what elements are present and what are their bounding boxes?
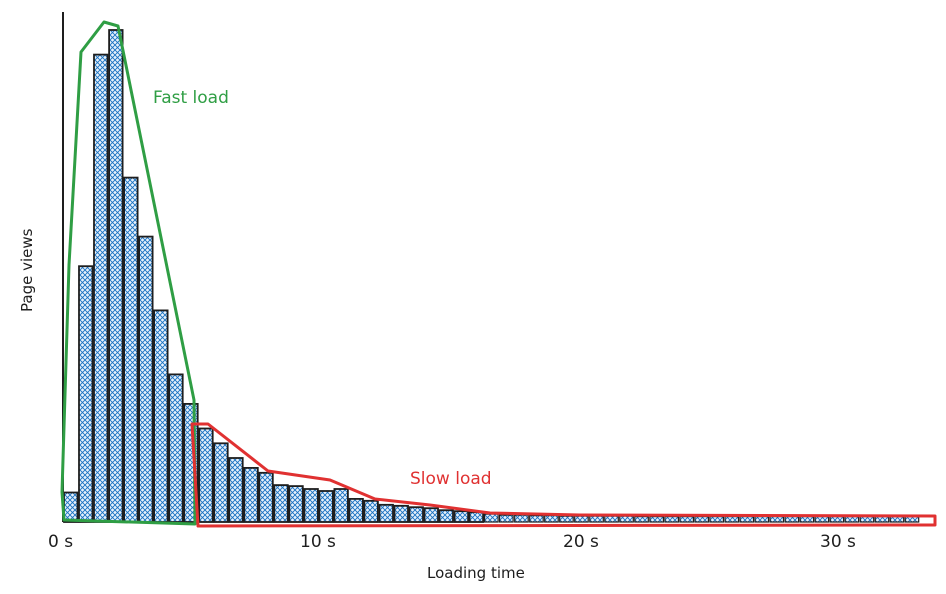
histogram-bar: [378, 503, 394, 523]
histogram-bar: [363, 499, 379, 523]
histogram-bar: [859, 515, 875, 523]
histogram-bar: [78, 265, 94, 523]
slow-load-outline: [190, 422, 937, 528]
histogram-bar: [168, 373, 184, 523]
histogram-bar: [63, 491, 79, 523]
slow-load-label: Slow load: [410, 469, 492, 489]
histogram-bar: [333, 488, 349, 523]
histogram-bar: [288, 485, 304, 523]
histogram-bar: [574, 515, 589, 523]
histogram-bar: [619, 515, 634, 523]
histogram-bar: [694, 515, 710, 523]
x-tick-20: 20 s: [563, 532, 599, 552]
histogram-bar: [499, 514, 514, 523]
histogram-bar: [273, 484, 289, 523]
x-tick-0: 0 s: [48, 532, 73, 552]
histogram-bar: [514, 514, 529, 523]
histogram-bar: [724, 515, 740, 523]
histogram-bar: [318, 490, 334, 523]
histogram-bar: [138, 235, 154, 523]
x-tick-30: 30 s: [820, 532, 856, 552]
x-axis-title: Loading time: [427, 564, 525, 582]
histogram-bar: [649, 515, 665, 523]
histogram-bar: [243, 466, 259, 523]
histogram-bar: [874, 515, 890, 523]
histogram-bar: [559, 515, 574, 523]
histogram-bar: [108, 29, 124, 523]
histogram-bar: [589, 515, 604, 523]
histogram-bar: [844, 515, 860, 523]
histogram-bar: [303, 488, 319, 523]
histogram-bar: [709, 515, 725, 523]
histogram-bar: [739, 515, 755, 523]
histogram-bar: [228, 457, 244, 523]
histogram-bar: [484, 513, 499, 523]
fast-load-outline: [60, 20, 197, 526]
y-axis-title: Page views: [18, 228, 36, 312]
histogram-bar: [153, 309, 169, 523]
histogram-bar: [544, 514, 559, 523]
histogram-bar: [258, 471, 274, 523]
histogram-bar: [679, 515, 695, 523]
histogram-bar: [453, 510, 470, 523]
histogram-bar: [814, 515, 830, 523]
histogram-bar: [799, 515, 815, 523]
histogram-bar: [123, 176, 139, 523]
histogram-bar: [213, 442, 229, 523]
histogram-bar: [198, 427, 214, 523]
histogram-bar: [769, 515, 785, 523]
histogram-bar: [468, 511, 485, 523]
histogram-bar: [423, 507, 439, 523]
fast-load-label: Fast load: [153, 88, 229, 108]
histogram-bar: [784, 515, 800, 523]
x-tick-10: 10 s: [300, 532, 336, 552]
histogram-bar: [408, 506, 424, 523]
histogram-bar: [529, 514, 544, 523]
histogram-bar: [754, 515, 770, 523]
histogram-bar: [829, 515, 845, 523]
histogram-bar: [664, 515, 680, 523]
histogram-bars: [63, 29, 920, 523]
histogram-bar: [93, 53, 109, 523]
histogram-bar: [438, 509, 454, 523]
histogram-bar: [889, 515, 905, 523]
histogram-bar: [604, 515, 619, 523]
histogram-bar: [393, 504, 409, 523]
histogram-bar: [348, 497, 364, 523]
histogram-bar: [634, 515, 649, 523]
